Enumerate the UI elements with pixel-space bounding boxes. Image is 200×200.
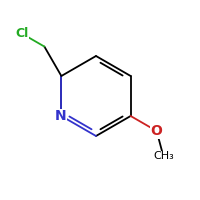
Text: N: N xyxy=(55,109,66,123)
Text: O: O xyxy=(151,124,163,138)
Text: CH₃: CH₃ xyxy=(153,151,174,161)
Text: Cl: Cl xyxy=(15,27,28,40)
